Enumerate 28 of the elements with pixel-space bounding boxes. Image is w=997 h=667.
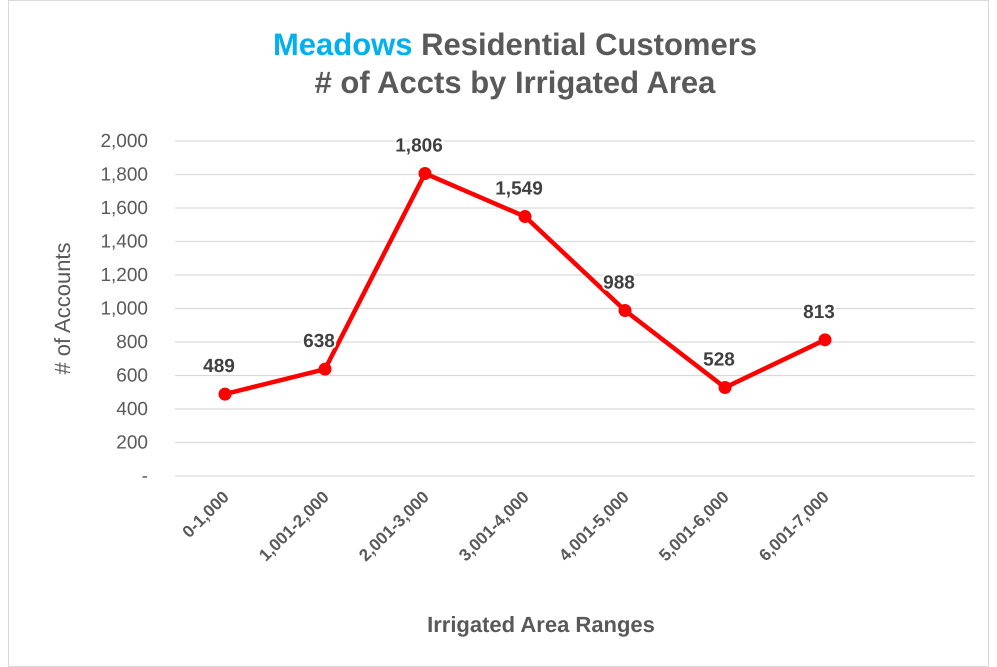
y-tick-label: 400 (116, 399, 148, 420)
y-tick-label: 2,000 (100, 131, 148, 152)
y-tick-label: 1,000 (100, 298, 148, 320)
y-tick-label: 800 (116, 332, 148, 353)
y-tick-label: 1,600 (100, 198, 148, 219)
chart-title: Meadows Residential Customers # of Accts by Irrigated Area (272, 27, 758, 100)
data-label: 489 (203, 356, 235, 378)
y-tick-label: 200 (116, 432, 148, 454)
y-tick-label: - (142, 466, 148, 487)
point (518, 210, 532, 224)
y-tick-label: 1,400 (100, 232, 148, 252)
point (318, 362, 332, 376)
y-tick-label: 1,200 (100, 265, 148, 286)
point (418, 166, 432, 180)
data-label: 528 (703, 350, 735, 371)
point (818, 333, 832, 346)
data-label: 1,549 (495, 178, 543, 200)
data-label: 988 (603, 272, 635, 294)
data-label: 638 (303, 331, 335, 352)
y-tick-label: 600 (116, 366, 148, 386)
point (618, 304, 632, 318)
point (218, 388, 232, 401)
y-axis-title: # of Accounts (50, 242, 75, 375)
x-axis-title: Irrigated Area Ranges (427, 612, 655, 637)
y-tick-label: 1,800 (100, 164, 148, 186)
data-label: 1,806 (395, 135, 443, 156)
point (718, 381, 732, 394)
data-label: 813 (803, 302, 835, 323)
